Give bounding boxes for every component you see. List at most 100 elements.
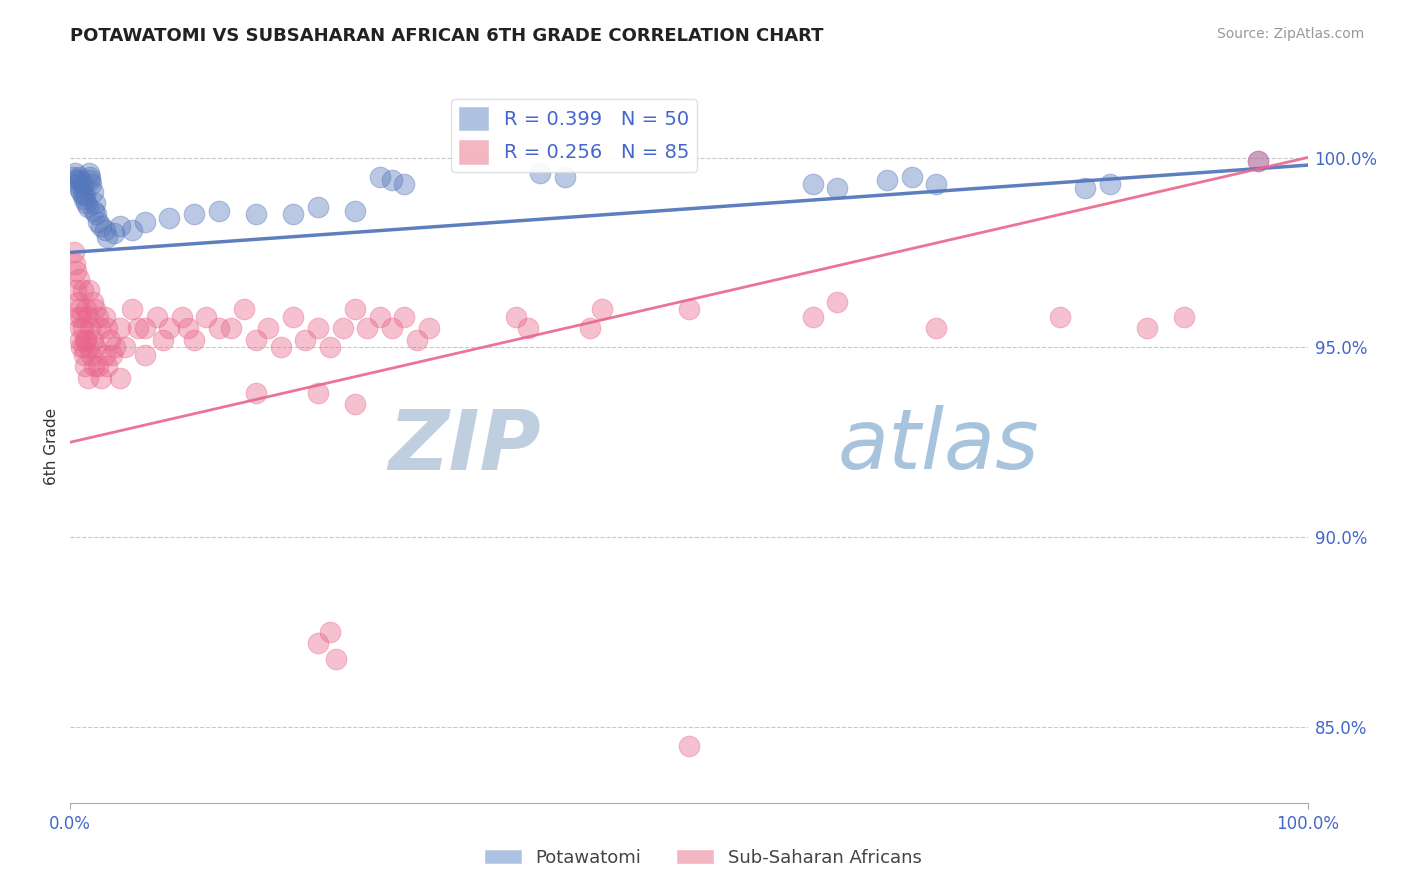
Point <box>876 173 898 187</box>
Point <box>1173 310 1195 324</box>
Point <box>69 321 91 335</box>
Point <box>505 310 527 324</box>
Point <box>65 284 87 298</box>
Point <box>900 169 922 184</box>
Point <box>73 348 96 362</box>
Point <box>394 310 416 324</box>
Point <box>75 188 97 202</box>
Point <box>73 340 96 354</box>
Point <box>827 294 849 309</box>
Point <box>219 321 242 335</box>
Point <box>418 321 440 335</box>
Point <box>80 348 103 362</box>
Point <box>281 310 304 324</box>
Legend: Potawatomi, Sub-Saharan Africans: Potawatomi, Sub-Saharan Africans <box>477 842 929 874</box>
Point <box>86 310 108 324</box>
Point <box>405 333 427 347</box>
Point <box>108 321 131 335</box>
Point <box>94 310 117 324</box>
Point <box>183 333 205 347</box>
Point <box>245 333 267 347</box>
Point <box>343 302 366 317</box>
Point <box>325 651 347 665</box>
Point <box>827 181 849 195</box>
Point <box>65 264 87 278</box>
Point <box>70 310 93 324</box>
Point <box>394 177 416 191</box>
Point <box>146 310 169 324</box>
Point <box>67 169 90 184</box>
Point <box>73 192 96 206</box>
Text: atlas: atlas <box>838 406 1039 486</box>
Text: ZIP: ZIP <box>388 406 540 486</box>
Point <box>381 321 404 335</box>
Point <box>108 370 131 384</box>
Point <box>84 196 107 211</box>
Point <box>678 302 700 317</box>
Point <box>529 166 551 180</box>
Point <box>94 222 117 236</box>
Point <box>319 625 342 640</box>
Point <box>77 284 100 298</box>
Point <box>368 169 391 184</box>
Point <box>1074 181 1097 195</box>
Point <box>72 177 94 191</box>
Point <box>134 321 156 335</box>
Point <box>108 219 131 233</box>
Point <box>343 203 366 218</box>
Point <box>1098 177 1121 191</box>
Point <box>678 739 700 753</box>
Point <box>96 359 118 374</box>
Point <box>79 321 101 335</box>
Point <box>80 177 103 191</box>
Point <box>90 370 112 384</box>
Point <box>62 169 84 184</box>
Point <box>82 294 104 309</box>
Point <box>177 321 200 335</box>
Point <box>332 321 354 335</box>
Point <box>1049 310 1071 324</box>
Point <box>294 333 316 347</box>
Point <box>1247 154 1270 169</box>
Point <box>77 166 100 180</box>
Point <box>134 215 156 229</box>
Point <box>75 302 97 317</box>
Y-axis label: 6th Grade: 6th Grade <box>44 408 59 484</box>
Point <box>82 185 104 199</box>
Point <box>66 310 89 324</box>
Point <box>343 397 366 411</box>
Point <box>84 340 107 354</box>
Point <box>72 321 94 335</box>
Point <box>554 169 576 184</box>
Point <box>66 177 89 191</box>
Point <box>70 185 93 199</box>
Point <box>76 310 98 324</box>
Point <box>90 219 112 233</box>
Point <box>121 302 143 317</box>
Point <box>84 302 107 317</box>
Point <box>381 173 404 187</box>
Point <box>281 207 304 221</box>
Point <box>72 284 94 298</box>
Point <box>157 321 180 335</box>
Point <box>75 333 97 347</box>
Point <box>79 169 101 184</box>
Point <box>66 294 89 309</box>
Point <box>104 340 127 354</box>
Point <box>307 321 329 335</box>
Point <box>67 181 90 195</box>
Point <box>65 173 87 187</box>
Point <box>75 333 97 347</box>
Point <box>245 385 267 400</box>
Point <box>319 340 342 354</box>
Point <box>75 359 97 374</box>
Point <box>75 196 97 211</box>
Point <box>517 321 540 335</box>
Point <box>270 340 292 354</box>
Point <box>65 257 87 271</box>
Point <box>801 310 824 324</box>
Point <box>1247 154 1270 169</box>
Point <box>67 272 90 286</box>
Point <box>152 333 174 347</box>
Point <box>257 321 280 335</box>
